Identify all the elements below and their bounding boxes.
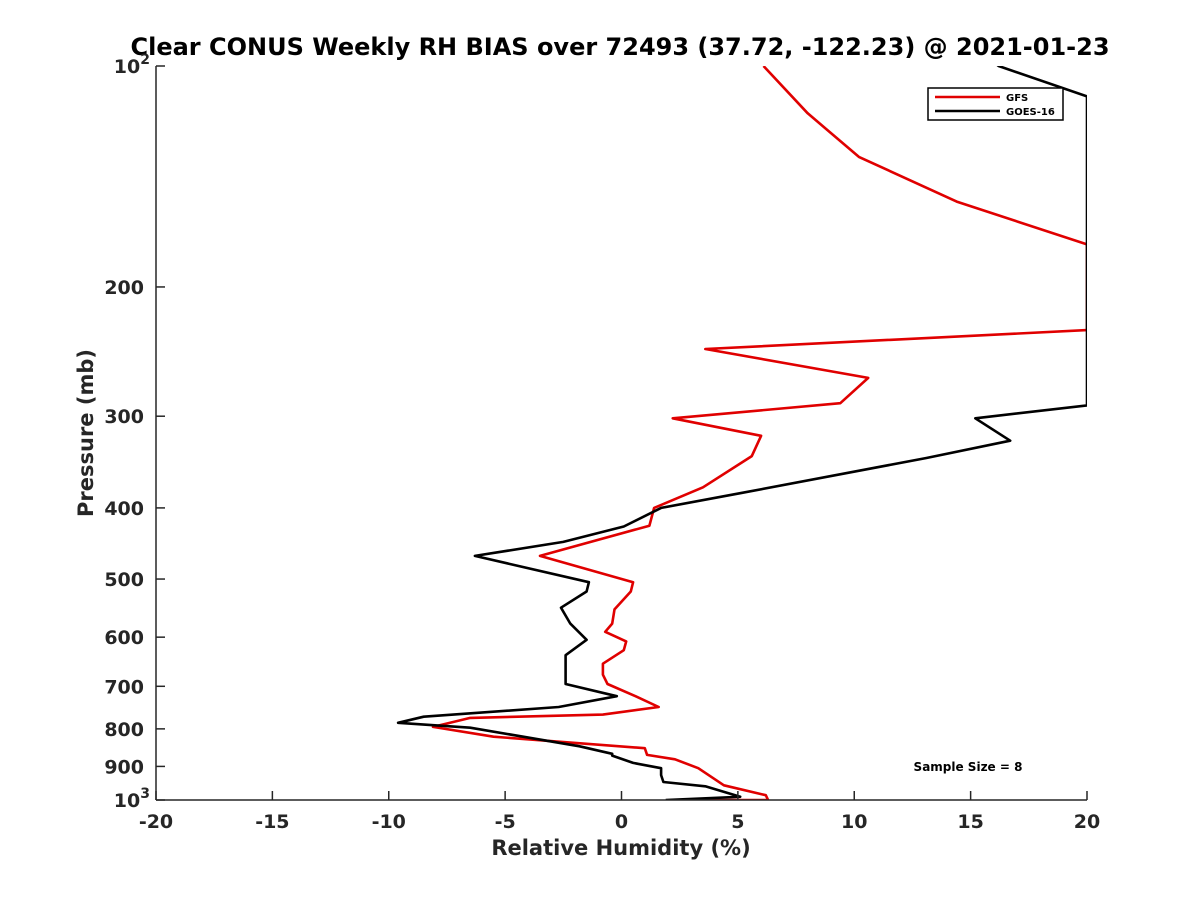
- series-line-gfs: [431, 66, 1087, 800]
- y-axis-label: Pressure (mb): [74, 349, 98, 517]
- x-tick-label: 15: [957, 811, 983, 833]
- series-line-goes16: [396, 66, 1087, 800]
- legend-label-gfs: GFS: [1006, 93, 1028, 104]
- legend: GFS GOES-16: [927, 87, 1064, 121]
- y-tick-label: 300: [104, 406, 144, 428]
- plot-area: -20 -15 -10 -5 0 5 10 15 20 102 200 300 400 500 600 70…: [104, 52, 1100, 833]
- y-tick-label: 103: [114, 786, 150, 812]
- x-tick-label: 5: [731, 811, 744, 833]
- sample-size-annotation: Sample Size = 8: [914, 760, 1023, 774]
- x-tick-label: 10: [841, 811, 867, 833]
- y-tick-label: 800: [104, 719, 144, 741]
- legend-label-goes16: GOES-16: [1006, 107, 1055, 118]
- x-tick-label: -10: [372, 811, 406, 833]
- x-tick-label: -20: [139, 811, 173, 833]
- legend-box: [927, 87, 1064, 121]
- chart-title: Clear CONUS Weekly RH BIAS over 72493 (3…: [130, 33, 1109, 61]
- y-tick-label: 600: [104, 627, 144, 649]
- series-layer: [396, 66, 1087, 800]
- x-axis-ticks: -20 -15 -10 -5 0 5 10 15 20: [139, 791, 1100, 833]
- y-tick-label: 700: [104, 676, 144, 698]
- x-tick-label: 20: [1074, 811, 1100, 833]
- x-axis-label: Relative Humidity (%): [491, 836, 750, 860]
- x-tick-label: -15: [255, 811, 289, 833]
- y-tick-label: 102: [114, 52, 150, 78]
- x-tick-label: 0: [615, 811, 628, 833]
- y-tick-label: 400: [104, 498, 144, 520]
- x-tick-label: -5: [495, 811, 516, 833]
- y-axis-ticks: 102 200 300 400 500 600 700 800 900 103: [104, 52, 165, 812]
- y-tick-label: 200: [104, 277, 144, 299]
- y-tick-label: 500: [104, 569, 144, 591]
- y-tick-label: 900: [104, 756, 144, 778]
